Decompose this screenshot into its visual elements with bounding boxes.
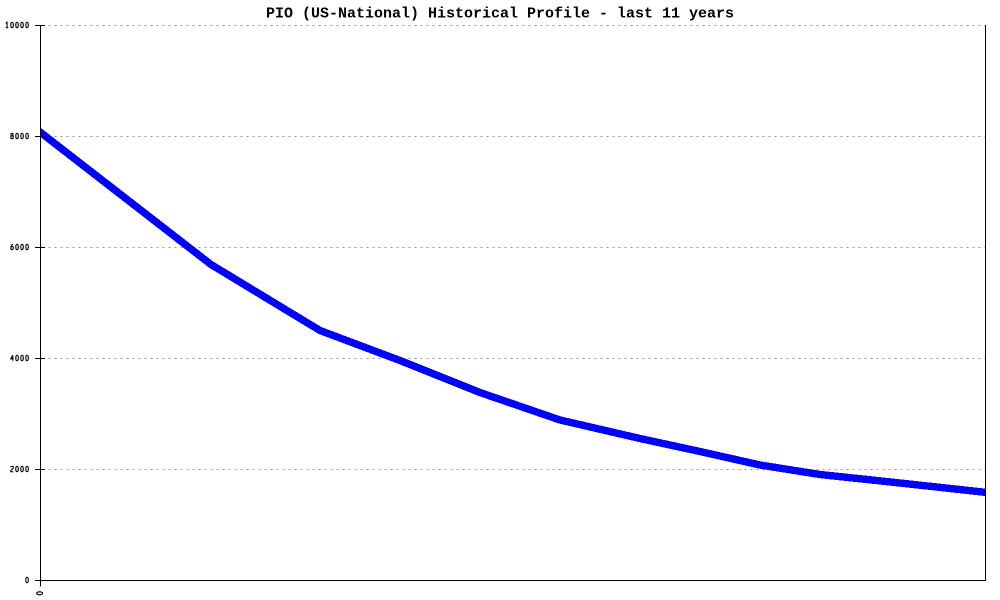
svg-text:PIO (US-National) Historical P: PIO (US-National) Historical Profile - l… [266,6,734,23]
